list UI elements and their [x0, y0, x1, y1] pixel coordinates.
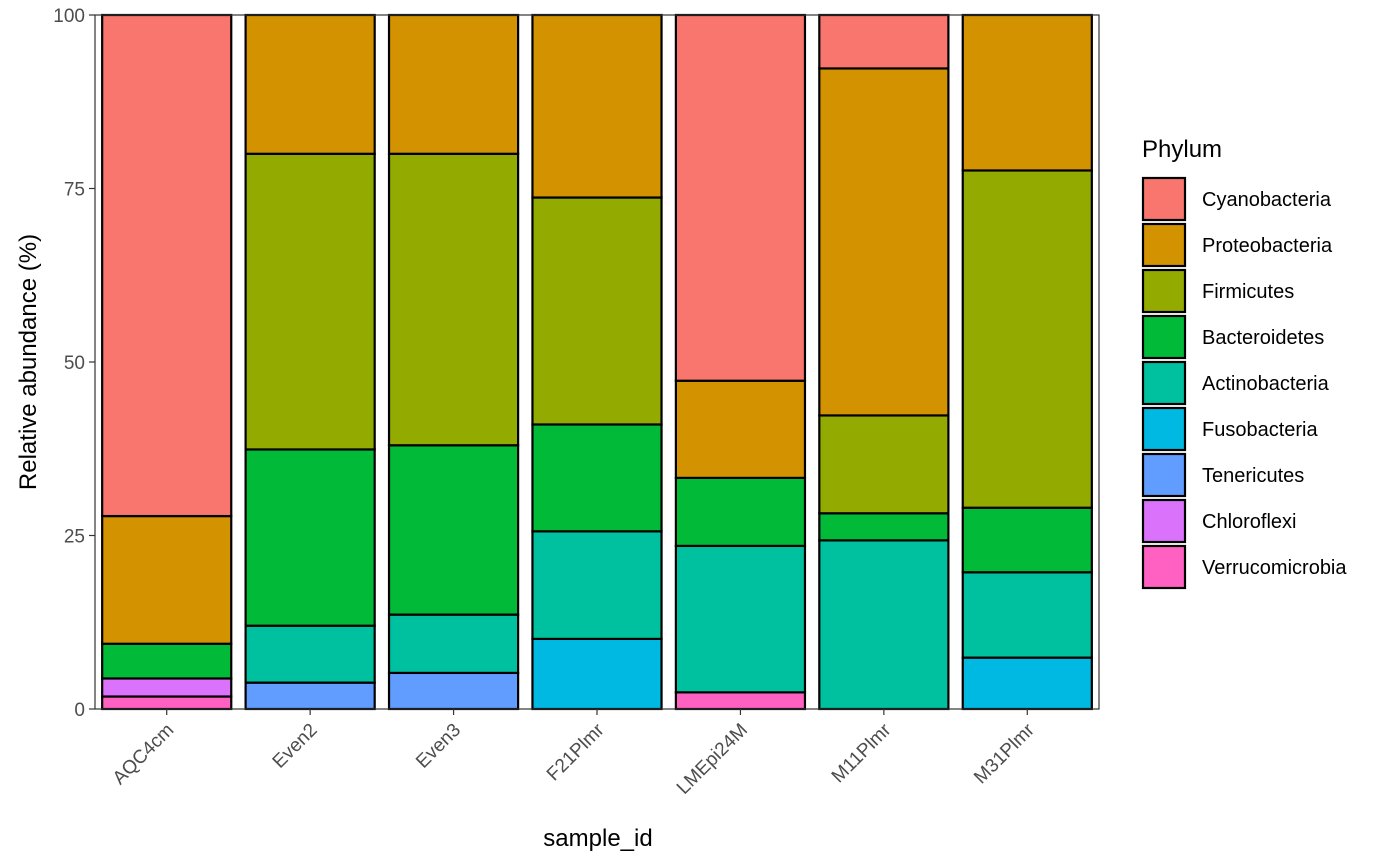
x-tick-label: M11Plmr	[828, 719, 896, 787]
x-tick-label: Even2	[269, 720, 322, 773]
y-tick-label: 75	[64, 180, 85, 201]
x-tick-label: LMEpi24M	[673, 720, 752, 799]
bar-segment-m11plmr-actinobacteria	[818, 539, 950, 711]
bars-layer	[101, 13, 1093, 711]
legend-swatch-actinobacteria	[1141, 360, 1187, 406]
legend-swatch-verrucomicrobia	[1141, 544, 1187, 590]
bar-segment-aqc4cm-bacteroidetes	[101, 642, 233, 680]
legend-label-verrucomicrobia: Verrucomicrobia	[1202, 557, 1347, 579]
bar-segment-f21plmr-actinobacteria	[531, 530, 663, 641]
legend-swatch-proteobacteria	[1141, 222, 1187, 268]
legend-label-chloroflexi: Chloroflexi	[1202, 511, 1296, 533]
bar-segment-even2-bacteroidetes	[244, 448, 376, 627]
legend-label-cyanobacteria: Cyanobacteria	[1202, 189, 1332, 211]
bar-segment-aqc4cm-proteobacteria	[101, 514, 233, 645]
bar-segment-f21plmr-fusobacteria	[531, 637, 663, 711]
legend-swatch-chloroflexi	[1141, 498, 1187, 544]
bar-segment-even3-firmicutes	[387, 152, 520, 447]
x-axis-title: sample_id	[543, 825, 652, 852]
bar-segment-m31plmr-fusobacteria	[961, 656, 1093, 711]
y-tick-label: 0	[74, 700, 85, 721]
legend-label-firmicutes: Firmicutes	[1202, 281, 1294, 303]
bar-segment-even3-actinobacteria	[387, 613, 520, 675]
bar-segment-aqc4cm-verrucomicrobia	[101, 695, 233, 711]
bar-segment-even2-firmicutes	[244, 152, 376, 451]
legend-label-tenericutes: Tenericutes	[1202, 465, 1304, 487]
bar-segment-lmepi24m-actinobacteria	[674, 544, 807, 694]
x-tick-label: Even3	[412, 720, 465, 773]
bar-segment-m31plmr-firmicutes	[961, 169, 1093, 509]
bar-segment-m11plmr-firmicutes	[818, 414, 950, 515]
bar-segment-m31plmr-actinobacteria	[961, 571, 1093, 659]
bar-segment-m11plmr-bacteroidetes	[818, 512, 950, 542]
legend-swatch-cyanobacteria	[1141, 176, 1187, 222]
bar-segment-even2-tenericutes	[244, 681, 376, 711]
y-tick-label: 50	[64, 353, 85, 374]
bar-segment-f21plmr-bacteroidetes	[531, 423, 663, 533]
bar-segment-even2-actinobacteria	[244, 624, 376, 684]
x-tick-label: M31Plmr	[970, 719, 1039, 788]
legend-label-bacteroidetes: Bacteroidetes	[1202, 327, 1324, 349]
legend: Phylum Cyanobacteria Proteobacteria Firmic…	[1141, 136, 1347, 590]
legend-label-proteobacteria: Proteobacteria	[1202, 235, 1333, 257]
legend-title: Phylum	[1142, 136, 1222, 163]
bar-segment-f21plmr-proteobacteria	[531, 13, 663, 199]
x-tick-label: AQC4cm	[109, 720, 178, 789]
bar-segment-aqc4cm-cyanobacteria	[101, 13, 233, 518]
legend-swatch-fusobacteria	[1141, 406, 1187, 452]
bar-segment-m11plmr-cyanobacteria	[818, 13, 950, 70]
bar-segment-lmepi24m-proteobacteria	[674, 379, 807, 479]
bar-segment-m11plmr-proteobacteria	[818, 67, 950, 417]
bar-segment-aqc4cm-chloroflexi	[101, 677, 233, 698]
legend-label-fusobacteria: Fusobacteria	[1202, 419, 1318, 441]
bar-segment-even3-proteobacteria	[387, 13, 520, 155]
legend-swatch-bacteroidetes	[1141, 314, 1187, 360]
bar-segment-even3-tenericutes	[387, 671, 520, 711]
y-tick-label: 100	[53, 6, 85, 27]
x-tick-label: F21Plmr	[543, 719, 609, 785]
bar-segment-lmepi24m-verrucomicrobia	[674, 691, 807, 711]
bar-segment-lmepi24m-cyanobacteria	[674, 13, 807, 382]
y-tick-label: 25	[64, 527, 85, 548]
bar-segment-even2-proteobacteria	[244, 13, 376, 155]
bar-segment-f21plmr-firmicutes	[531, 196, 663, 426]
legend-swatch-tenericutes	[1141, 452, 1187, 498]
bar-segment-m31plmr-proteobacteria	[961, 13, 1093, 172]
bar-segment-lmepi24m-bacteroidetes	[674, 476, 807, 548]
bar-segment-even3-bacteroidetes	[387, 444, 520, 616]
legend-swatch-firmicutes	[1141, 268, 1187, 314]
legend-label-actinobacteria: Actinobacteria	[1202, 373, 1330, 395]
y-axis-title: Relative abundance (%)	[15, 234, 42, 490]
bar-segment-m31plmr-bacteroidetes	[961, 506, 1093, 574]
